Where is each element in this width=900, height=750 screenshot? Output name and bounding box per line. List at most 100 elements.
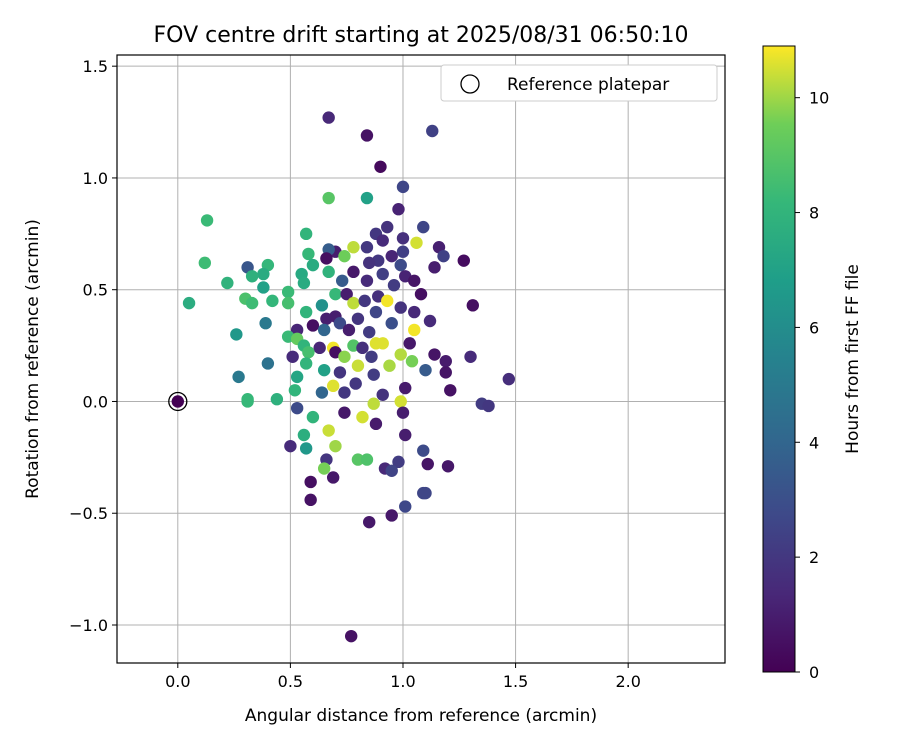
scatter-point xyxy=(376,267,389,281)
scatter-point xyxy=(245,270,259,283)
x-tick-label: 0.0 xyxy=(165,672,190,691)
scatter-point xyxy=(322,111,335,124)
scatter-point xyxy=(396,180,410,194)
scatter-point xyxy=(315,386,329,399)
scatter-point xyxy=(232,370,245,384)
scatter-point xyxy=(439,355,452,368)
scatter-point xyxy=(306,319,320,332)
scatter-point xyxy=(281,285,295,299)
scatter-point xyxy=(396,406,410,419)
scatter-point xyxy=(302,247,315,261)
scatter-point xyxy=(317,323,331,337)
colorbar-label: Hours from first FF file xyxy=(843,264,863,454)
colorbar: 0 2 4 6 8 10 Hours from first FF file xyxy=(762,45,863,682)
scatter-point xyxy=(385,464,398,477)
scatter-point xyxy=(290,323,304,337)
scatter-points xyxy=(168,111,516,643)
y-axis-ticks: −1.0 −0.5 0.0 0.5 1.0 1.5 xyxy=(69,57,117,635)
scatter-point xyxy=(338,350,351,363)
y-tick-label: 1.0 xyxy=(83,169,108,188)
scatter-point xyxy=(326,471,340,484)
scatter-point xyxy=(270,393,284,406)
scatter-point xyxy=(502,372,516,386)
x-tick-label: 1.5 xyxy=(503,672,528,691)
legend-label-reference: Reference platepar xyxy=(507,75,669,95)
scatter-point xyxy=(338,386,351,399)
scatter-point xyxy=(444,384,457,397)
scatter-point xyxy=(299,357,313,370)
scatter-point xyxy=(281,296,295,310)
scatter-point xyxy=(342,323,356,337)
scatter-point xyxy=(369,305,383,319)
scatter-point xyxy=(290,370,304,384)
scatter-point xyxy=(408,274,421,287)
scatter-point xyxy=(182,296,196,310)
x-tick-label: 0.5 xyxy=(278,672,303,691)
scatter-point xyxy=(299,227,313,241)
scatter-point xyxy=(421,457,434,471)
scatter-point xyxy=(464,350,477,363)
scatter-point xyxy=(417,444,430,457)
scatter-point xyxy=(313,341,326,355)
chart-title: FOV centre drift starting at 2025/08/31 … xyxy=(154,23,689,48)
scatter-point xyxy=(326,379,340,393)
scatter-point xyxy=(347,296,360,310)
scatter-point xyxy=(351,312,365,325)
scatter-point xyxy=(396,232,410,245)
scatter-point xyxy=(261,357,275,370)
scatter-point xyxy=(428,261,441,274)
scatter-point xyxy=(417,220,430,234)
scatter-point xyxy=(457,254,470,267)
scatter-point xyxy=(392,203,405,216)
scatter-point xyxy=(367,368,380,381)
scatter-point xyxy=(410,236,423,249)
scatter-point xyxy=(297,276,311,290)
reference-marker xyxy=(168,391,188,412)
scatter-point xyxy=(423,314,437,328)
scatter-point xyxy=(399,428,412,442)
y-tick-label: −1.0 xyxy=(69,616,108,635)
scatter-point xyxy=(405,355,419,368)
scatter-point xyxy=(297,428,311,442)
scatter-point xyxy=(259,317,272,330)
y-tick-label: 1.5 xyxy=(83,57,108,76)
scatter-point xyxy=(286,350,299,363)
scatter-point xyxy=(306,258,320,272)
scatter-point xyxy=(392,455,405,469)
scatter-point xyxy=(245,296,259,310)
scatter-point xyxy=(482,399,495,413)
scatter-point xyxy=(394,301,407,314)
x-tick-label: 1.0 xyxy=(390,672,415,691)
scatter-point xyxy=(320,312,333,325)
scatter-point xyxy=(333,366,347,379)
plot-frame xyxy=(116,54,726,664)
y-tick-label: −0.5 xyxy=(69,504,108,523)
scatter-point xyxy=(304,475,317,489)
colorbar-tick-label: 2 xyxy=(809,548,819,567)
scatter-point xyxy=(329,287,342,301)
scatter-point xyxy=(315,299,329,312)
y-tick-label: 0.5 xyxy=(83,281,108,300)
scatter-point xyxy=(230,328,243,341)
reference-point xyxy=(171,395,184,408)
scatter-point xyxy=(399,500,412,513)
scatter-point xyxy=(320,252,333,265)
y-tick-label: 0.0 xyxy=(83,392,108,411)
scatter-point xyxy=(385,509,398,522)
scatter-point xyxy=(376,337,389,350)
scatter-point xyxy=(306,410,320,424)
scatter-point xyxy=(383,359,396,372)
scatter-point xyxy=(333,317,347,330)
scatter-point xyxy=(290,401,304,415)
scatter-point xyxy=(419,363,432,377)
scatter-point xyxy=(385,249,398,263)
scatter-point xyxy=(221,276,234,290)
scatter-point xyxy=(399,381,412,395)
scatter-point xyxy=(394,258,407,272)
scatter-point xyxy=(284,439,297,453)
scatter-point xyxy=(376,234,389,247)
scatter-point xyxy=(356,410,369,424)
x-tick-label: 2.0 xyxy=(615,672,640,691)
scatter-point xyxy=(414,287,428,301)
